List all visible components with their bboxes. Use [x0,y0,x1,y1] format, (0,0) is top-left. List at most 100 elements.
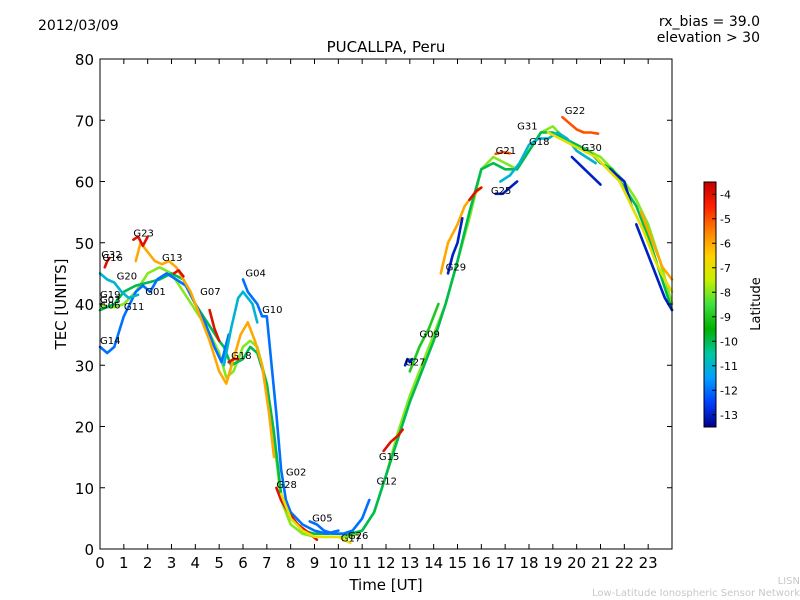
x-tick-label: 19 [543,554,562,572]
satellite-label: G31 [517,121,537,132]
colorbar-tick-label: -9 [720,311,731,324]
tec-series-line [468,186,483,202]
colorbar-tick-label: -6 [720,237,731,250]
y-tick-label: 20 [75,419,94,437]
satellite-label: G05 [312,513,332,524]
x-tick-label: 17 [496,554,515,572]
satellite-label: G13 [162,253,182,264]
satellite-label: G25 [491,186,511,197]
tec-series-line [608,168,633,208]
satellite-label: G03 [100,295,120,306]
rx-bias-label: rx_bias = 39.0 [658,14,760,30]
tec-series-line [279,492,352,545]
x-tick-label: 10 [329,554,348,572]
satellite-label: G30 [581,143,601,154]
colorbar-tick-label: -10 [720,335,738,348]
colorbar-tick-label: -12 [720,384,738,397]
y-tick-label: 10 [75,480,94,498]
tec-series-line [499,131,598,183]
satellite-label: G32 [101,250,121,261]
y-tick-label: 50 [75,235,94,253]
colorbar-tick-label: -4 [720,188,731,201]
tec-series-line [208,308,221,343]
satellite-label: G21 [496,146,516,157]
y-tick-label: 40 [75,296,94,314]
tec-series-line [408,302,440,373]
tec-series-line [222,290,259,367]
satellite-label: G04 [245,268,265,279]
tec-series-line [98,272,140,300]
satellite-label: G11 [124,302,144,313]
date-label: 2012/03/09 [38,18,119,34]
satellite-label: G27 [405,357,425,368]
x-tick-label: 21 [591,554,610,572]
x-tick-label: 9 [310,554,320,572]
tec-series-line [98,131,674,536]
y-tick-label: 30 [75,357,94,375]
satellite-label: G16 [102,253,122,264]
satellite-label: G01 [145,287,165,298]
x-tick-label: 1 [119,554,129,572]
satellite-label: G26 [348,531,368,542]
tec-series-line [227,357,240,364]
tec-series-line [494,150,512,156]
satellite-label: G19 [100,290,120,301]
x-tick-label: 3 [167,554,177,572]
tec-series-line [241,278,340,536]
colorbar-label: Latitude [749,277,764,331]
satellite-label: G06 [100,300,120,311]
satellite-label: G22 [565,106,585,117]
satellite-label: G17 [341,534,361,545]
satellite-label: G23 [133,229,153,240]
tec-series-line [132,235,149,248]
axis-layer: 0 1 2 3 4 5 6 7 8 9 10 11 12 13 14 15 16 17 18 19 20 21 22 2301… [75,51,672,572]
satellite-label: G18 [231,351,251,362]
chart-title: PUCALLPA, Peru [327,38,446,56]
x-tick-label: 6 [238,554,248,572]
x-tick-label: 2 [143,554,153,572]
satellite-label: G10 [262,305,282,316]
satellite-label: G18 [529,137,549,148]
colorbar-ticks: -4 -5 -6 -7 -8 -9 -10 -11 -12 -13 [712,188,738,422]
x-tick-label: 11 [353,554,372,572]
x-axis-label: Time [UT] [348,576,422,594]
tec-series-line [134,241,276,459]
satellite-label: G12 [376,477,396,488]
x-tick-label: 7 [262,554,272,572]
tec-series-line [561,115,600,135]
x-tick-label: 15 [448,554,467,572]
y-axis-label: TEC [UNITS] [52,259,70,351]
footer-org-short: LISN [777,576,800,587]
x-tick-label: 4 [191,554,201,572]
y-tick-label: 80 [75,51,94,69]
x-tick-label: 18 [519,554,538,572]
x-tick-label: 13 [400,554,419,572]
tec-series-line [446,217,464,275]
x-tick-label: 14 [424,554,443,572]
x-tick-label: 8 [286,554,296,572]
colorbar-tick-label: -13 [720,409,738,422]
tec-series-line [634,223,674,312]
colorbar-tick-label: -11 [720,360,738,373]
x-tick-label: 12 [376,554,395,572]
y-tick-label: 0 [84,541,94,559]
satellite-label: G15 [379,452,399,463]
satellite-label: G02 [286,468,306,479]
satellite-label: G09 [419,330,439,341]
tec-series-line [172,268,185,278]
tec-series-line [403,357,414,367]
x-tick-label: 16 [472,554,491,572]
tec-series-line [570,155,602,186]
x-tick-label: 0 [95,554,105,572]
y-tick-label: 70 [75,112,94,130]
x-tick-label: 23 [639,554,658,572]
y-tick-label: 60 [75,174,94,192]
series-layer [98,115,674,545]
tec-series-line [103,256,111,269]
x-tick-label: 20 [567,554,586,572]
colorbar-tick-label: -7 [720,262,731,275]
tec-series-line [382,428,405,453]
satellite-label: G29 [446,262,466,273]
